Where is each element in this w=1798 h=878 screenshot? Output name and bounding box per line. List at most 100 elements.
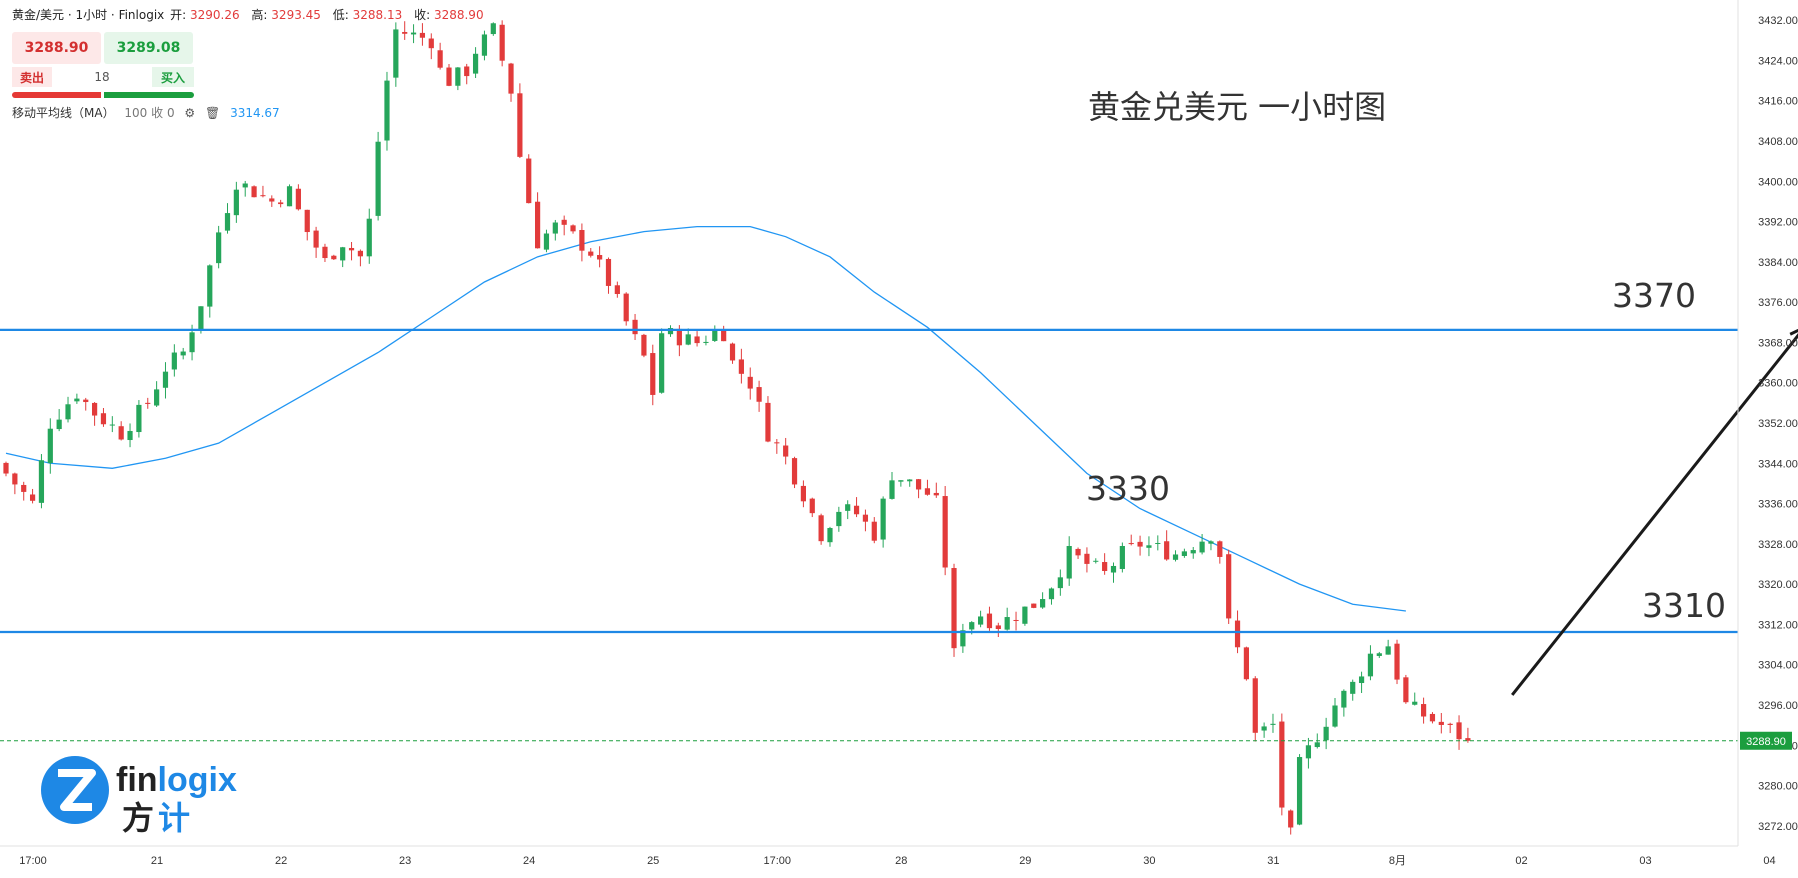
buy-button[interactable]: 买入 — [152, 67, 194, 87]
y-tick-label: 3424.00 — [1758, 55, 1798, 67]
y-tick-label: 3360.00 — [1758, 378, 1798, 390]
candle-body — [251, 186, 257, 198]
candle-body — [889, 480, 895, 499]
x-tick-label: 22 — [275, 855, 287, 867]
high-label: 高: — [251, 8, 268, 22]
delete-icon[interactable]: 🗑 — [205, 106, 221, 120]
svg-text:方计: 方计 — [122, 799, 190, 835]
candle-body — [118, 426, 124, 440]
candle-body — [419, 32, 426, 38]
candle-body — [526, 158, 532, 204]
y-tick-label: 3336.00 — [1758, 499, 1798, 511]
candle-body — [198, 306, 204, 330]
candle-body — [1199, 541, 1205, 553]
candle-body — [978, 616, 984, 625]
sell-button[interactable]: 卖出 — [12, 67, 52, 87]
chart-header: 黄金/美元 · 1小时 · Finlogix 开: 3290.26 高: 329… — [12, 6, 490, 23]
candle-body — [694, 336, 700, 344]
candle-body — [92, 402, 98, 416]
candle-body — [845, 504, 851, 511]
candle-body — [1447, 723, 1453, 725]
candle-body — [614, 285, 620, 295]
candle-body — [942, 496, 948, 568]
candle-body — [162, 371, 169, 388]
bid-price-button[interactable]: 3288.90 — [12, 32, 101, 64]
candle-body — [1093, 560, 1099, 562]
candle-body — [21, 484, 27, 492]
y-tick-label: 3400.00 — [1758, 176, 1798, 188]
candle-body — [446, 67, 452, 86]
candle-body — [1137, 541, 1143, 547]
candle-body — [38, 460, 45, 503]
x-tick-label: 30 — [1143, 855, 1155, 867]
settings-icon[interactable]: ⚙ — [184, 106, 196, 120]
candle-body — [472, 53, 479, 74]
candle-body — [47, 428, 53, 463]
candle-body — [154, 389, 160, 406]
candle-body — [667, 328, 674, 335]
candle-body — [278, 202, 284, 205]
candle-body — [986, 613, 993, 629]
candle-body — [1465, 738, 1471, 741]
quantity-input[interactable]: 18 — [54, 67, 150, 87]
candle-body — [552, 222, 558, 234]
candle-body — [189, 332, 195, 353]
x-tick-label: 31 — [1267, 855, 1279, 867]
x-tick-label: 03 — [1639, 855, 1651, 867]
svg-text:finlogix: finlogix — [116, 761, 237, 799]
candle-body — [455, 67, 461, 86]
y-tick-label: 3328.00 — [1758, 539, 1798, 551]
candle-body — [703, 341, 709, 343]
ask-price-button[interactable]: 3289.08 — [104, 32, 193, 64]
open-value: 3290.26 — [189, 8, 240, 22]
y-tick-label: 3296.00 — [1758, 700, 1798, 712]
logo-z-icon — [58, 769, 96, 811]
candle-body — [56, 419, 62, 430]
candle-body — [366, 218, 372, 257]
y-tick-label: 3376.00 — [1758, 297, 1798, 309]
candle-body — [1066, 546, 1072, 579]
finlogix-logo: finlogix 方计 — [41, 756, 237, 835]
candle-body — [1190, 550, 1196, 554]
chart-annotation-title: 黄金兑美元 一小时图 — [1088, 88, 1387, 126]
candle-body — [437, 50, 443, 68]
candle-body — [100, 413, 107, 425]
candle-body — [216, 232, 222, 264]
candle-body — [738, 359, 744, 374]
candle-body — [588, 251, 594, 256]
candle-body — [242, 183, 248, 188]
candle-body — [74, 398, 80, 402]
level-label-3330: 3330 — [1086, 469, 1170, 508]
candle-body — [729, 343, 736, 361]
candle-body — [685, 334, 691, 345]
candle-body — [1270, 723, 1276, 725]
candles-layer — [3, 20, 1471, 835]
candle-body — [1181, 551, 1187, 556]
candle-body — [862, 514, 869, 522]
y-tick-label: 3384.00 — [1758, 257, 1798, 269]
candle-body — [499, 24, 505, 61]
candle-body — [357, 250, 363, 257]
x-tick-label: 24 — [523, 855, 535, 867]
candle-body — [136, 404, 142, 433]
candle-body — [969, 622, 975, 630]
y-tick-label: 3432.00 — [1758, 15, 1798, 27]
close-label: 收: — [414, 8, 431, 22]
candle-body — [871, 521, 877, 541]
candle-body — [180, 351, 186, 356]
candle-body — [1314, 742, 1320, 748]
candle-body — [1234, 620, 1241, 648]
y-tick-label: 3304.00 — [1758, 660, 1798, 672]
candle-body — [641, 334, 647, 356]
candle-body — [907, 479, 913, 482]
candle-body — [127, 430, 133, 441]
candle-body — [1261, 726, 1267, 731]
high-value: 3293.45 — [271, 8, 321, 22]
indicator-value: 3314.67 — [230, 106, 280, 120]
candle-body — [340, 247, 346, 261]
y-tick-label: 3312.00 — [1758, 619, 1798, 631]
candle-body — [765, 402, 771, 442]
candle-body — [1128, 543, 1134, 545]
candle-body — [1084, 553, 1090, 564]
